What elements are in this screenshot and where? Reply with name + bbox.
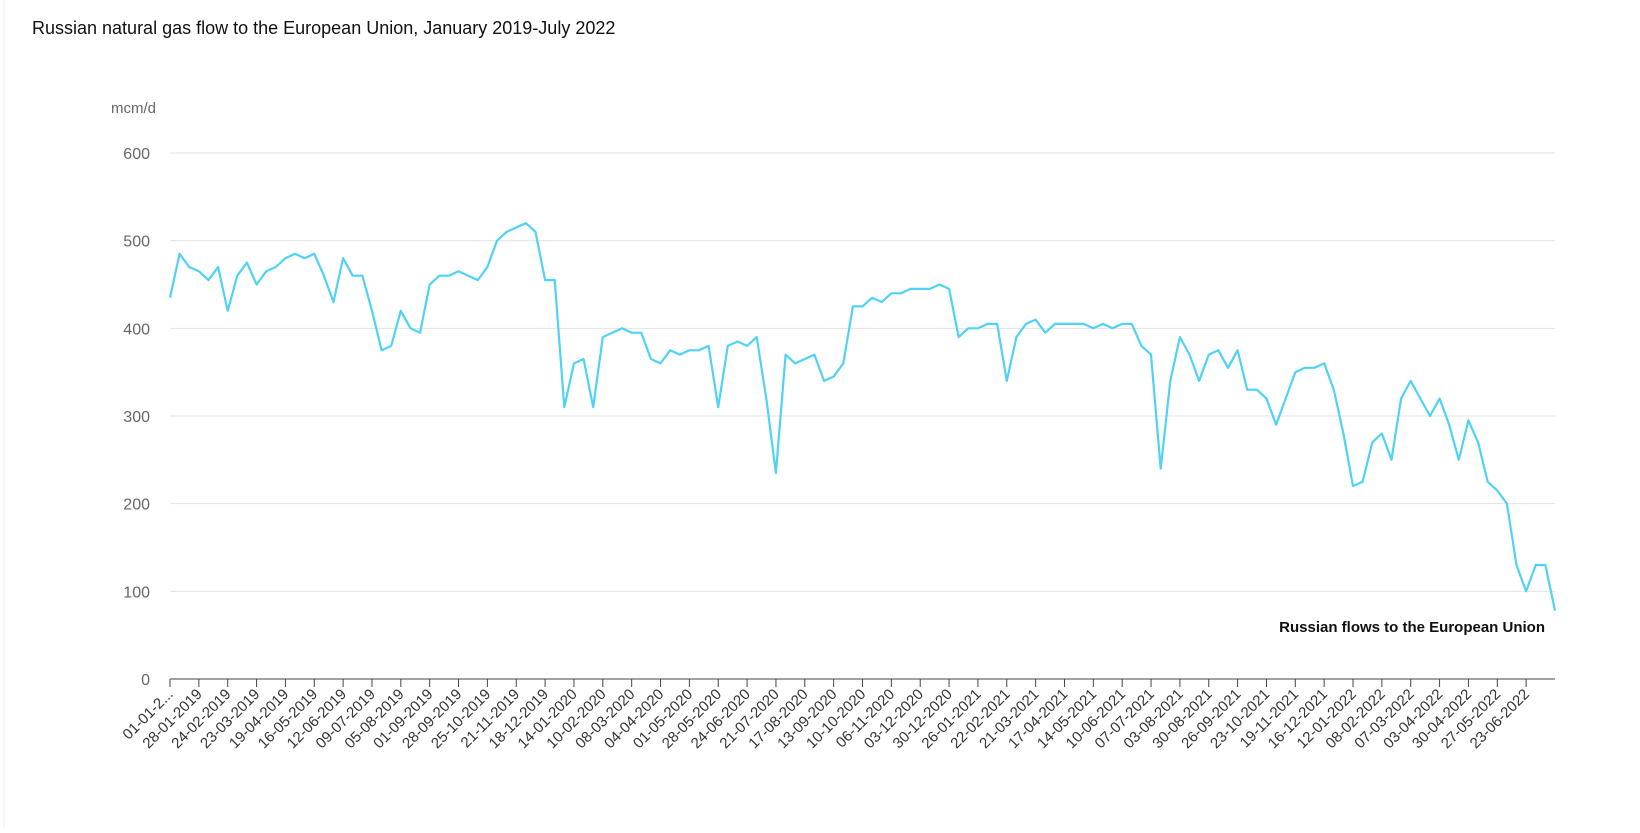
series-label: Russian flows to the European Union <box>1279 619 1545 636</box>
y-tick-label: 300 <box>123 409 150 426</box>
y-tick-label: 500 <box>123 234 150 251</box>
y-tick-label: 100 <box>123 584 150 601</box>
y-tick-label: 400 <box>123 321 150 338</box>
y-tick-label: 200 <box>123 497 150 514</box>
y-axis-label: mcm/d <box>111 100 156 117</box>
y-tick-label: 0 <box>141 672 150 689</box>
line-series <box>168 222 1557 611</box>
chart-title: Russian natural gas flow to the European… <box>32 18 615 38</box>
y-tick-label: 600 <box>123 146 150 163</box>
